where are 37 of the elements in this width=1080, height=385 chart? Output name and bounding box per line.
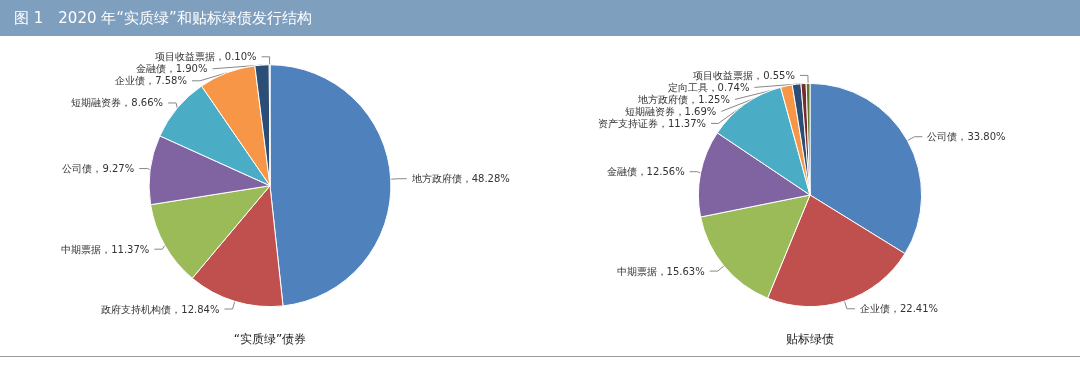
data-label: ，12.84% [171, 303, 220, 315]
slice-label: 中期票据 [61, 243, 102, 255]
slice-label: 短期融资券 [71, 97, 122, 109]
data-label: ，1.69% [674, 105, 717, 117]
slice-label: 政府支持机构债 [101, 303, 172, 315]
slice-label: 公司债 [927, 131, 958, 143]
data-label: ，7.58% [145, 75, 187, 87]
data-label: ，9.27% [92, 163, 135, 175]
data-label: ，1.25% [688, 93, 730, 105]
chart-title: 图 1 2020 年“实质绿”和贴标绿债发行结构 [0, 0, 1080, 36]
slice-label: 企业债 [115, 75, 146, 87]
data-label: ，0.55% [753, 69, 795, 81]
data-label: ，11.37% [657, 117, 707, 129]
slice-label: 地方政府债 [637, 93, 689, 105]
slice-label: 资产支持证券 [597, 117, 658, 129]
slice-label: 金融债 [606, 166, 637, 178]
data-label: ，8.66% [121, 97, 164, 109]
data-label: ，0.74% [707, 81, 750, 93]
slice-label: 项目收益票据 [693, 69, 754, 81]
text: 贴标绿债 [786, 332, 834, 346]
data-label: ，12.56% [636, 166, 685, 178]
slice-label: 公司债 [62, 163, 93, 175]
data-label: ，33.80% [957, 131, 1006, 143]
slice-label: 定向工具 [667, 81, 708, 93]
data-label: ，48.28% [461, 173, 510, 185]
data-label: ，22.41% [889, 303, 939, 315]
slice-label: 短期融资券 [624, 105, 675, 117]
data-label: ，15.63% [656, 265, 705, 277]
slice-label: 地方政府债 [410, 173, 462, 185]
slice-label: 企业债 [859, 303, 890, 315]
slice-label: 金融债 [135, 63, 166, 75]
slice-label: 项目收益票据 [154, 51, 215, 63]
text: “实质绿”债券 [233, 332, 307, 346]
data-label: ，1.90% [165, 63, 208, 75]
data-label: ，0.10% [214, 51, 257, 63]
data-label: ，11.37% [101, 243, 150, 255]
slice-label: 中期票据 [616, 265, 657, 277]
